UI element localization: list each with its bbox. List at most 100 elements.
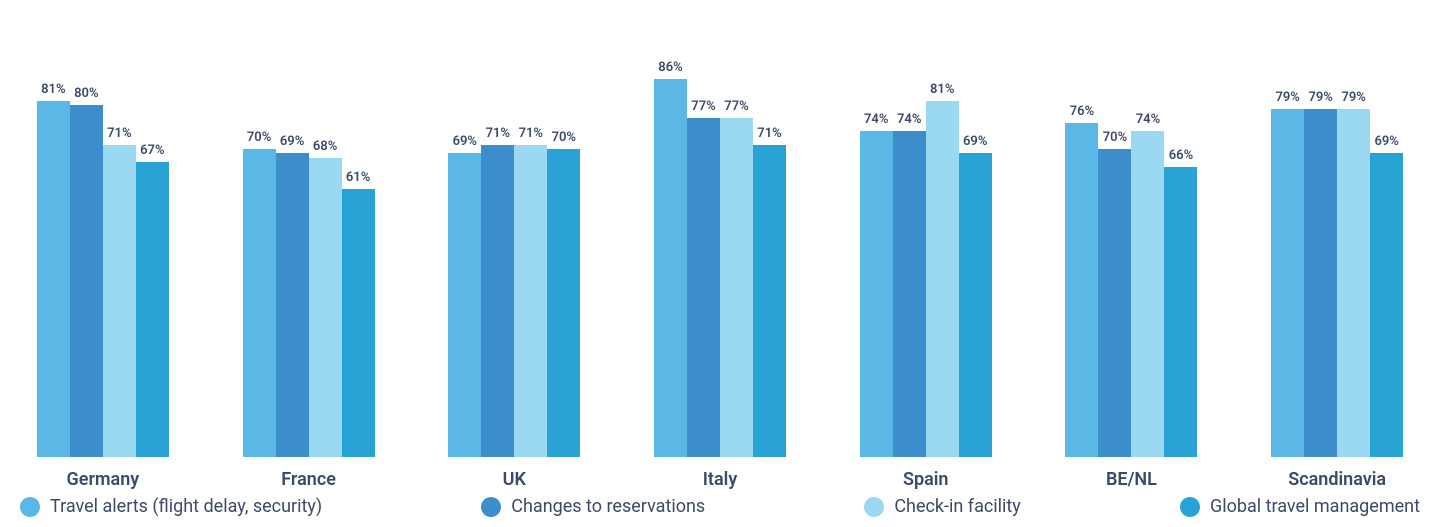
chart-group: 70% 69% 68% 61% France xyxy=(206,17,412,490)
chart-group: 81% 80% 71% 67% Germany xyxy=(0,17,206,490)
chart-bar: 69% xyxy=(448,134,481,457)
legend-label: Global travel management xyxy=(1210,496,1420,517)
bar-rect xyxy=(243,149,276,457)
grouped-bar-chart: 81% 80% 71% 67% Germany 70% 69% 68% 61% France 69%… xyxy=(0,0,1440,527)
chart-bar: 71% xyxy=(514,126,547,457)
bar-value-label: 80% xyxy=(74,86,98,101)
legend-item: Travel alerts (flight delay, security) xyxy=(20,496,322,517)
bar-value-label: 68% xyxy=(313,139,337,154)
chart-group: 74% 74% 81% 69% Spain xyxy=(823,17,1029,490)
bar-value-label: 71% xyxy=(486,126,510,141)
legend-swatch xyxy=(20,497,40,517)
category-label: Scandinavia xyxy=(1288,469,1386,490)
chart-bar: 69% xyxy=(276,134,309,457)
bar-rect xyxy=(720,118,753,457)
bar-rect xyxy=(1271,109,1304,457)
legend-label: Changes to reservations xyxy=(511,496,705,517)
bar-rect xyxy=(860,131,893,457)
chart-bar: 79% xyxy=(1337,90,1370,457)
chart-bar: 69% xyxy=(959,134,992,457)
chart-bar: 74% xyxy=(860,112,893,457)
chart-plot-area: 81% 80% 71% 67% Germany 70% 69% 68% 61% France 69%… xyxy=(0,0,1440,490)
bar-rect xyxy=(309,158,342,457)
bar-rect xyxy=(103,145,136,457)
bar-value-label: 61% xyxy=(346,170,370,185)
legend-item: Global travel management xyxy=(1180,496,1420,517)
bar-value-label: 77% xyxy=(691,99,715,114)
chart-bar: 70% xyxy=(243,130,276,457)
chart-bar: 71% xyxy=(481,126,514,457)
bar-value-label: 81% xyxy=(41,82,65,97)
legend-label: Check-in facility xyxy=(894,496,1020,517)
chart-bar: 67% xyxy=(136,143,169,457)
bar-rect xyxy=(1370,153,1403,457)
bar-value-label: 86% xyxy=(658,60,682,75)
chart-bar: 77% xyxy=(687,99,720,457)
chart-bar: 76% xyxy=(1065,104,1098,457)
bar-value-label: 71% xyxy=(757,126,781,141)
chart-bar: 86% xyxy=(654,60,687,457)
bar-rect xyxy=(926,101,959,457)
bar-value-label: 81% xyxy=(930,82,954,97)
bar-rect xyxy=(1065,123,1098,457)
bar-rect xyxy=(753,145,786,457)
category-label: Italy xyxy=(703,469,738,490)
chart-bar: 70% xyxy=(547,130,580,457)
chart-bar: 71% xyxy=(753,126,786,457)
chart-bar: 74% xyxy=(1131,112,1164,457)
bar-rect xyxy=(37,101,70,457)
legend-swatch xyxy=(864,497,884,517)
bar-value-label: 69% xyxy=(280,134,304,149)
chart-bar: 66% xyxy=(1164,148,1197,457)
bar-value-label: 70% xyxy=(552,130,576,145)
chart-bar: 79% xyxy=(1271,90,1304,457)
bar-value-label: 71% xyxy=(519,126,543,141)
category-label: Spain xyxy=(903,469,949,490)
chart-bar: 68% xyxy=(309,139,342,457)
chart-bar: 74% xyxy=(893,112,926,457)
bar-value-label: 69% xyxy=(1374,134,1398,149)
legend-item: Changes to reservations xyxy=(481,496,705,517)
bar-value-label: 66% xyxy=(1169,148,1193,163)
chart-bar: 69% xyxy=(1370,134,1403,457)
chart-bar-cluster: 79% 79% 79% 69% xyxy=(1271,17,1403,457)
chart-bar: 79% xyxy=(1304,90,1337,457)
bar-rect xyxy=(687,118,720,457)
bar-rect xyxy=(342,189,375,457)
legend-swatch xyxy=(1180,497,1200,517)
chart-bar: 77% xyxy=(720,99,753,457)
bar-value-label: 79% xyxy=(1341,90,1365,105)
bar-rect xyxy=(1337,109,1370,457)
bar-rect xyxy=(514,145,547,457)
bar-value-label: 69% xyxy=(963,134,987,149)
legend-swatch xyxy=(481,497,501,517)
bar-value-label: 77% xyxy=(724,99,748,114)
bar-value-label: 74% xyxy=(864,112,888,127)
chart-bar: 61% xyxy=(342,170,375,457)
chart-group: 76%70%74%66%BE/NL xyxy=(1029,17,1235,490)
legend-item: Check-in facility xyxy=(864,496,1020,517)
chart-bar-cluster: 74% 74% 81% 69% xyxy=(860,17,992,457)
bar-rect xyxy=(1304,109,1337,457)
chart-bar-cluster: 76%70%74%66% xyxy=(1065,17,1197,457)
bar-rect xyxy=(1164,167,1197,457)
bar-value-label: 76% xyxy=(1070,104,1094,119)
chart-bar-cluster: 81% 80% 71% 67% xyxy=(37,17,169,457)
bar-rect xyxy=(893,131,926,457)
bar-rect xyxy=(1131,131,1164,457)
category-label: UK xyxy=(503,469,526,490)
bar-value-label: 71% xyxy=(107,126,131,141)
bar-rect xyxy=(276,153,309,457)
chart-bar-cluster: 69% 71% 71% 70% xyxy=(448,17,580,457)
bar-value-label: 79% xyxy=(1308,90,1332,105)
chart-group: 86% 77% 77% 71% Italy xyxy=(617,17,823,490)
category-label: France xyxy=(281,469,336,490)
bar-rect xyxy=(1098,149,1131,457)
chart-group: 69% 71% 71% 70% UK xyxy=(411,17,617,490)
chart-bar-cluster: 86% 77% 77% 71% xyxy=(654,17,786,457)
category-label: Germany xyxy=(66,469,139,490)
chart-legend: Travel alerts (flight delay, security) Ch… xyxy=(0,490,1440,527)
bar-rect xyxy=(959,153,992,457)
bar-value-label: 70% xyxy=(247,130,271,145)
chart-bar: 81% xyxy=(926,82,959,457)
